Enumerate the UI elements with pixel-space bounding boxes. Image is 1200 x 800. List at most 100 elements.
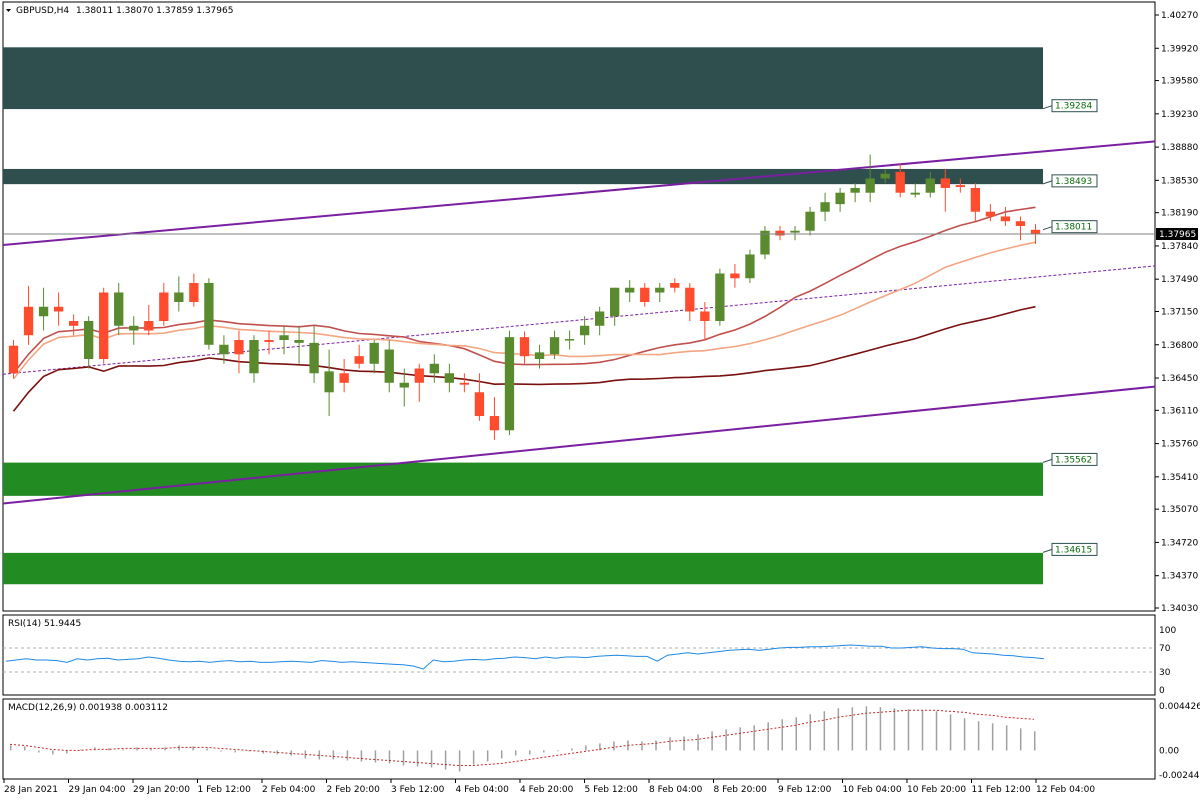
candle-body	[564, 339, 575, 341]
macd-histogram-bar	[739, 727, 741, 751]
level-box	[1051, 452, 1098, 466]
zone-2	[3, 462, 1043, 496]
x-tick-label: 4 Feb 04:00	[456, 785, 510, 795]
macd-histogram-bar	[430, 750, 433, 768]
level-box	[1051, 174, 1098, 188]
macd-histogram-bar	[178, 745, 180, 751]
macd-histogram-bar	[388, 750, 391, 764]
level-connector	[1042, 180, 1053, 185]
level-box	[1051, 99, 1098, 113]
current-price-tag	[1156, 228, 1198, 240]
symbol-label: GBPUSD,H4	[16, 6, 69, 16]
y-tick-label: 1.34370	[1161, 572, 1198, 582]
candle-body	[369, 342, 379, 364]
level-connector	[1042, 105, 1053, 110]
macd-histogram-bar	[781, 719, 783, 751]
candle-body	[174, 292, 184, 302]
x-tick-label: 3 Feb 12:00	[391, 785, 445, 795]
candle-body	[910, 192, 920, 195]
macd-axis-label: -0.002449	[1159, 771, 1200, 781]
macd-histogram-bar	[543, 750, 545, 753]
ma-fast-line	[12, 206, 1036, 374]
macd-histogram-bar	[921, 710, 924, 751]
candle-body	[640, 287, 650, 302]
macd-histogram-bar	[963, 718, 966, 751]
candle-body	[249, 340, 259, 374]
candle-body	[534, 352, 545, 360]
x-tick-label: 12 Feb 04:00	[1036, 785, 1095, 795]
macd-histogram-bar	[402, 750, 405, 766]
macd-histogram-bar	[697, 734, 699, 751]
y-tick-label: 1.39920	[1161, 44, 1198, 54]
candle-body	[579, 325, 590, 336]
macd-histogram-bar	[290, 750, 293, 756]
macd-histogram-bar	[80, 749, 82, 751]
macd-histogram-bar	[795, 717, 798, 751]
candle-body	[23, 306, 34, 336]
macd-histogram-bar	[136, 747, 138, 751]
macd-signal-line	[9, 709, 1035, 766]
candle-body	[309, 342, 319, 374]
level-connector	[1042, 548, 1053, 553]
candle-body	[99, 292, 109, 360]
macd-histogram-bar	[683, 736, 685, 751]
candle-body	[204, 282, 214, 345]
macd-histogram-bar	[641, 741, 643, 751]
candle-body	[53, 306, 64, 312]
candle-body	[594, 311, 605, 326]
candle-body	[730, 273, 740, 279]
channel-upper-line	[2, 140, 1156, 246]
macd-histogram-bar	[332, 750, 335, 760]
macd-histogram-bar	[935, 711, 938, 751]
macd-histogram-bar	[346, 750, 349, 761]
macd-histogram-bar	[360, 750, 363, 762]
macd-histogram-bar	[38, 750, 40, 753]
x-tick-label: 11 Feb 12:00	[972, 785, 1031, 795]
candle-body	[339, 373, 349, 383]
candle-body	[144, 321, 154, 331]
candle-body	[489, 416, 500, 431]
x-tick-label: 9 Feb 12:00	[778, 785, 832, 795]
macd-histogram-bar	[599, 743, 601, 751]
zone-3	[3, 552, 1043, 585]
x-tick-label: 8 Feb 04:00	[649, 785, 703, 795]
zone-0	[3, 47, 1043, 110]
rsi-axis-label: 100	[1159, 626, 1176, 636]
candle-body	[504, 337, 515, 431]
dropdown-triangle-icon[interactable]	[6, 9, 11, 12]
candle-body	[820, 202, 830, 212]
macd-histogram-bar	[108, 748, 110, 751]
candle-body	[354, 356, 364, 364]
macd-histogram-bar	[248, 750, 250, 752]
macd-histogram-bar	[991, 723, 994, 751]
candle-body	[865, 178, 875, 193]
candle-body	[414, 368, 424, 383]
y-tick-label: 1.36450	[1161, 374, 1198, 384]
macd-histogram-bar	[529, 750, 531, 755]
candle-body	[384, 349, 394, 383]
zone-1	[3, 168, 1043, 185]
macd-histogram-bar	[318, 750, 321, 760]
x-tick-label: 5 Feb 12:00	[585, 785, 639, 795]
macd-histogram-bar	[234, 750, 236, 753]
candle-body	[399, 382, 409, 388]
macd-histogram-bar	[767, 722, 769, 751]
candle-body	[940, 178, 950, 188]
candle-body	[8, 345, 19, 374]
candle-body	[700, 311, 710, 322]
current-price-label: 1.37965	[1159, 230, 1196, 240]
macd-histogram-bar	[458, 750, 461, 772]
x-tick-label: 29 Jan 04:00	[69, 785, 126, 795]
candle-body	[925, 178, 935, 193]
y-tick-label: 1.37150	[1161, 308, 1198, 318]
x-tick-label: 29 Jan 20:00	[133, 785, 190, 795]
macd-histogram-bar	[725, 729, 727, 751]
macd-histogram-bar	[10, 745, 12, 751]
candle-body	[715, 273, 725, 322]
y-tick-label: 1.35070	[1161, 505, 1198, 515]
x-tick-label: 4 Feb 20:00	[520, 785, 574, 795]
rsi-line	[5, 644, 1045, 670]
macd-histogram-bar	[164, 747, 166, 751]
macd-histogram-bar	[220, 750, 222, 752]
candle-body	[805, 211, 815, 231]
